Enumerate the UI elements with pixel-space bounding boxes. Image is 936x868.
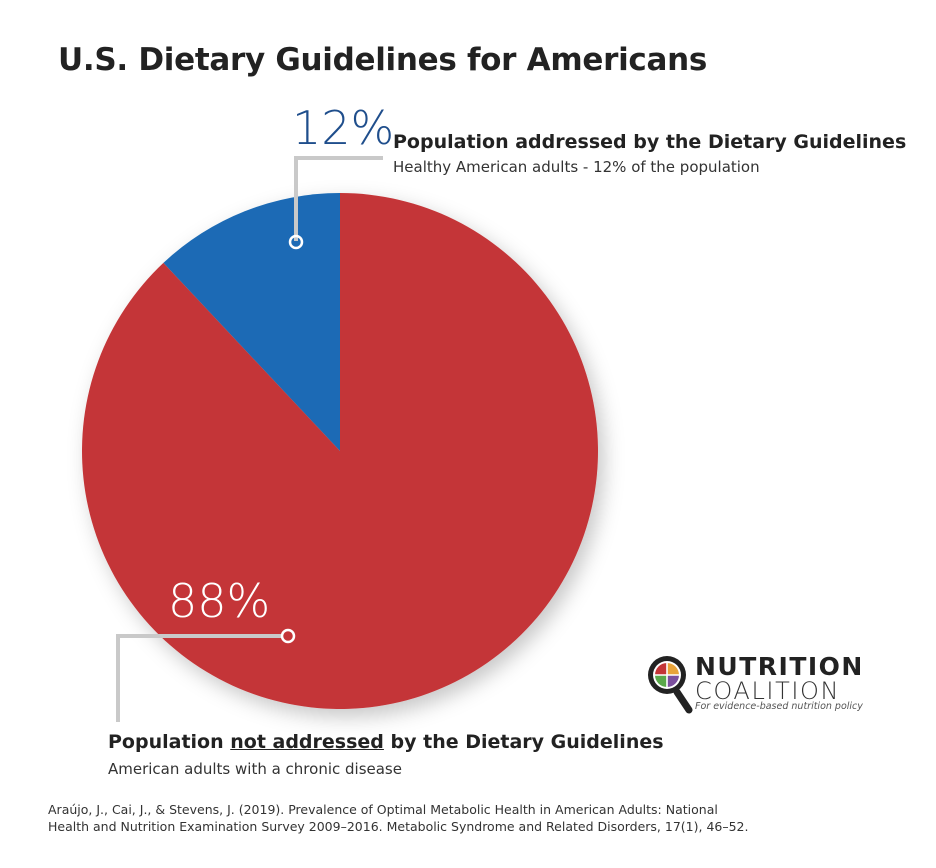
slice-sublabel-addressed: Healthy American adults - 12% of the pop… — [393, 158, 760, 176]
citation-line-2: Health and Nutrition Examination Survey … — [48, 819, 749, 834]
label-part-post: by the Dietary Guidelines — [383, 731, 664, 753]
slice-value-label-88: 88% — [168, 574, 271, 628]
leader-lines — [116, 156, 383, 722]
leader-line-88 — [116, 634, 282, 722]
slice-value-label-12: 12% — [292, 101, 395, 155]
slice-sublabel-not-addressed: American adults with a chronic disease — [108, 760, 402, 778]
pie-slice-12 — [163, 193, 340, 451]
logo-line-2: COALITION — [695, 677, 841, 705]
label-part-pre: Population — [108, 731, 231, 753]
leader-dot-12 — [288, 234, 304, 250]
leader-line-12 — [294, 156, 383, 241]
logo-tagline: For evidence-based nutrition policy — [695, 701, 863, 712]
slice-label-not-addressed: Population not addressed by the Dietary … — [108, 731, 664, 753]
logo-line-1: NUTRITION — [695, 652, 864, 681]
nutrition-coalition-logo: NUTRITION COALITION For evidence-based n… — [647, 652, 877, 716]
label-part-emphasis: not addressed — [230, 731, 384, 753]
slice-label-addressed: Population addressed by the Dietary Guid… — [393, 131, 907, 153]
leader-dot-88 — [280, 628, 296, 644]
pie-slice-88 — [81, 193, 599, 709]
chart-title: U.S. Dietary Guidelines for Americans — [58, 42, 708, 78]
citation: Araújo, J., Cai, J., & Stevens, J. (2019… — [48, 801, 868, 835]
citation-line-1: Araújo, J., Cai, J., & Stevens, J. (2019… — [48, 802, 718, 817]
magnifier-plate-icon — [648, 656, 693, 714]
